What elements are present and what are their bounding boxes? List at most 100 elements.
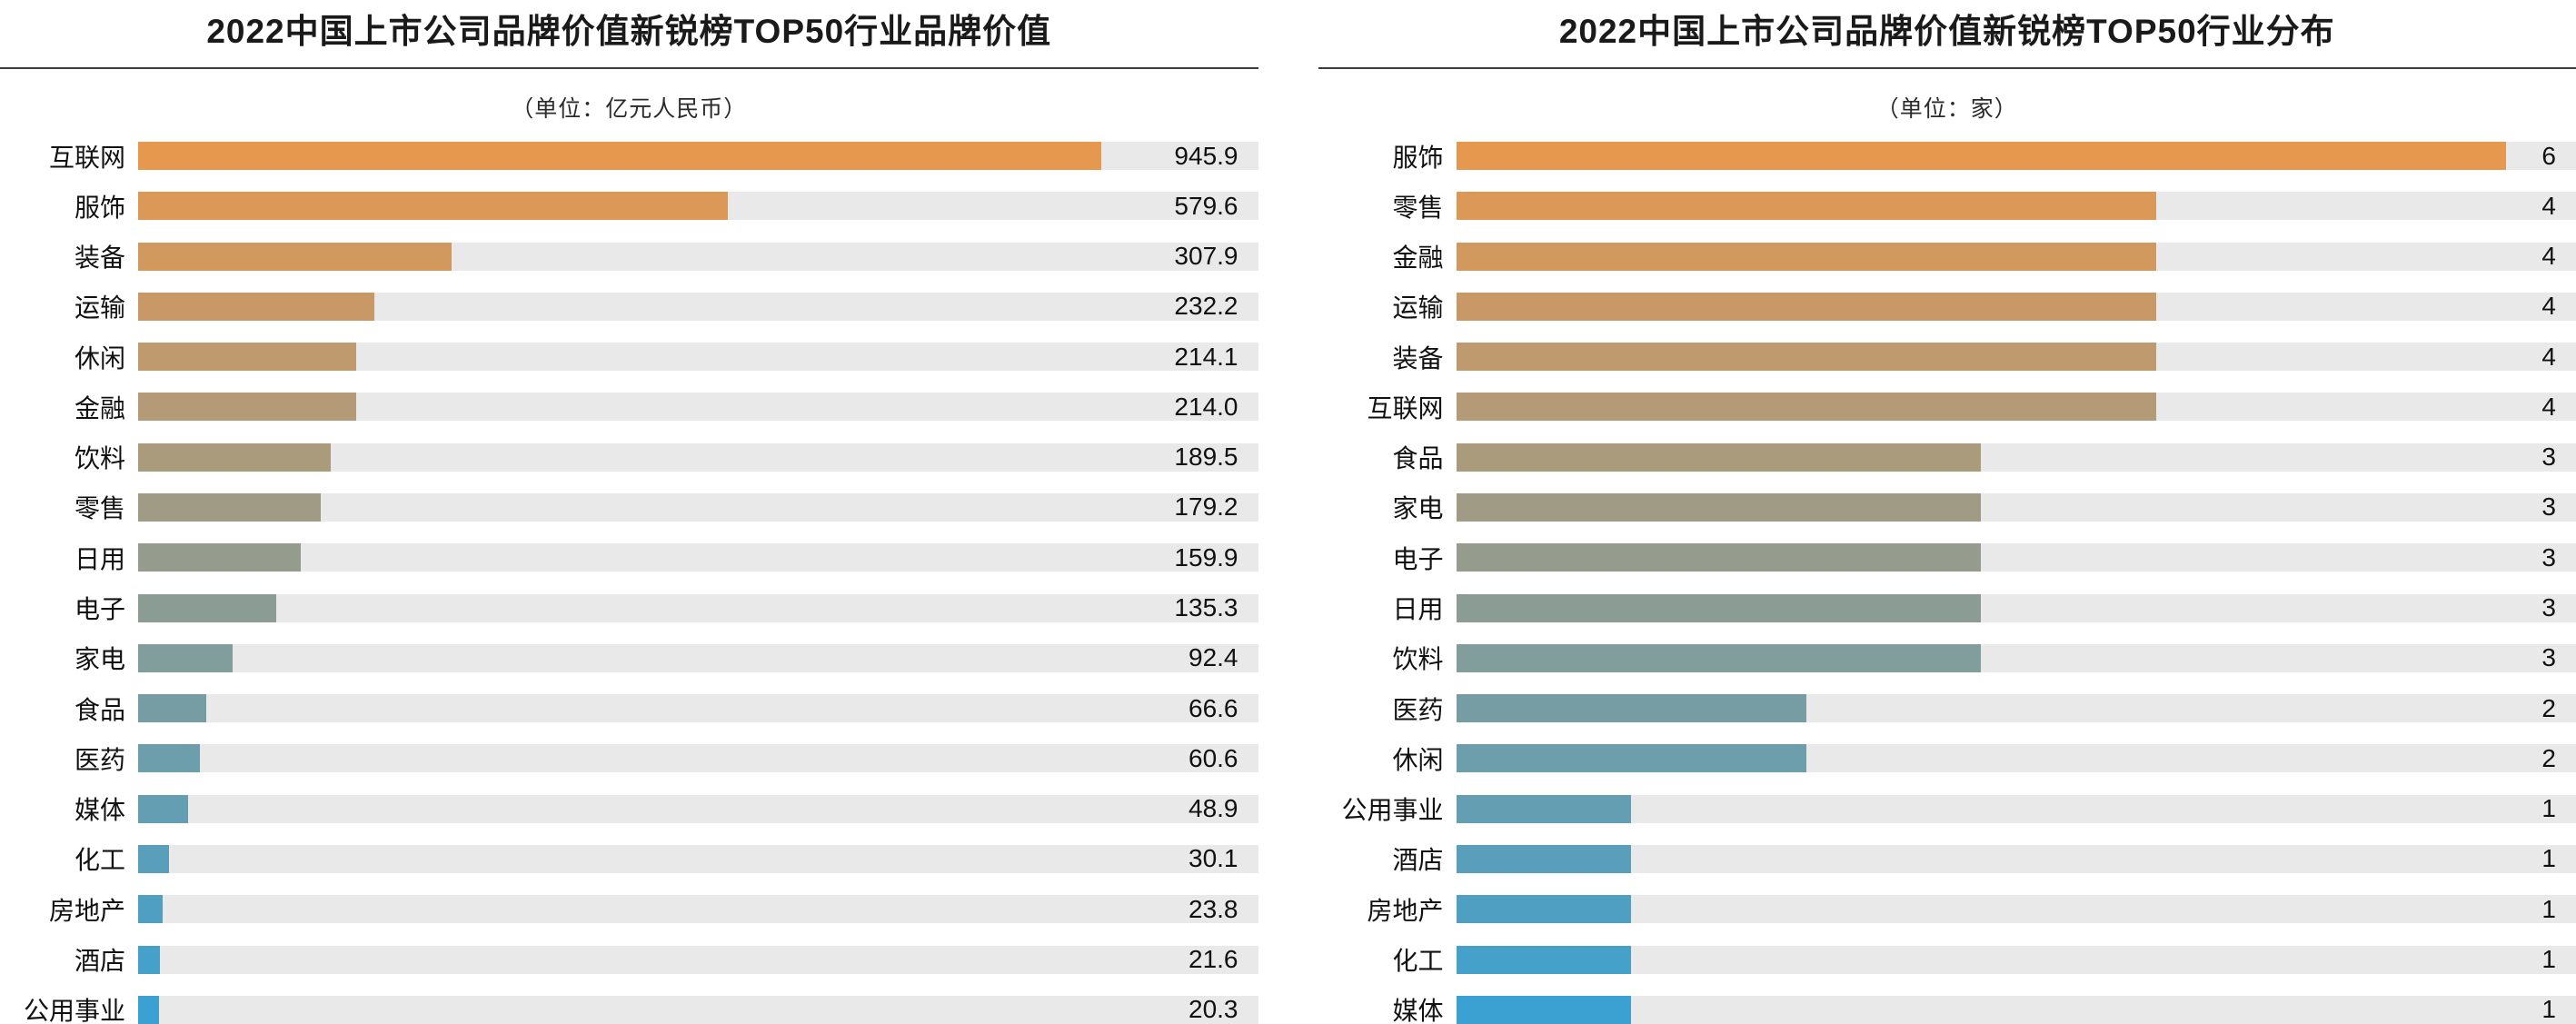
chart-row: 酒店 1 bbox=[1318, 844, 2576, 874]
chart-row: 装备 307.9 bbox=[0, 242, 1258, 272]
category-label: 休闲 bbox=[74, 343, 125, 373]
category-label: 零售 bbox=[74, 494, 125, 523]
category-label: 饮料 bbox=[1392, 645, 1444, 674]
category-label: 电子 bbox=[1392, 544, 1444, 573]
value-label: 2 bbox=[2541, 743, 2556, 772]
category-label: 金融 bbox=[1392, 244, 1444, 273]
bar bbox=[1456, 794, 1632, 823]
bar bbox=[138, 343, 356, 372]
bar bbox=[1456, 142, 2506, 170]
bar bbox=[138, 643, 233, 672]
category-label: 服饰 bbox=[1392, 143, 1444, 172]
category-label: 化工 bbox=[74, 846, 125, 875]
chart-row: 装备 4 bbox=[1318, 343, 2576, 373]
category-label: 金融 bbox=[74, 393, 125, 423]
chart-row: 金融 4 bbox=[1318, 242, 2576, 272]
value-label: 214.0 bbox=[1174, 392, 1238, 421]
chart-title: 2022中国上市公司品牌价值新锐榜TOP50行业品牌价值 bbox=[206, 13, 1052, 50]
bar-track: 4 bbox=[1456, 192, 2576, 221]
bar-track: 2 bbox=[1456, 743, 2576, 773]
chart-row: 休闲 214.1 bbox=[0, 342, 1258, 373]
bar bbox=[138, 694, 206, 723]
bar bbox=[1456, 643, 1982, 672]
category-label: 日用 bbox=[1392, 595, 1444, 624]
value-label: 48.9 bbox=[1189, 794, 1238, 823]
bar-track: 4 bbox=[1456, 292, 2576, 321]
bar-track: 179.2 bbox=[138, 492, 1258, 522]
category-label: 房地产 bbox=[1367, 896, 1444, 925]
chart-industry-distribution: 2022中国上市公司品牌价值新锐榜TOP50行业分布 （单位：家） 服饰 6 零售 4… bbox=[1318, 0, 2576, 1024]
title-divider bbox=[0, 67, 1258, 69]
bar bbox=[1456, 292, 2156, 321]
bar bbox=[1456, 393, 2156, 422]
category-label: 化工 bbox=[1392, 947, 1444, 975]
bar bbox=[138, 844, 169, 873]
bar-track: 1 bbox=[1456, 995, 2576, 1024]
category-label: 运输 bbox=[74, 293, 125, 323]
bar-track: 1 bbox=[1456, 894, 2576, 924]
bar bbox=[1456, 442, 1982, 472]
bar-track: 6 bbox=[1456, 142, 2576, 170]
bar-track: 135.3 bbox=[138, 593, 1258, 622]
chart-row: 金融 214.0 bbox=[0, 392, 1258, 423]
bar-track: 3 bbox=[1456, 542, 2576, 572]
chart-row: 运输 232.2 bbox=[0, 292, 1258, 322]
value-label: 23.8 bbox=[1189, 894, 1238, 923]
bar-track: 3 bbox=[1456, 442, 2576, 472]
chart-row: 公用事业 1 bbox=[1318, 794, 2576, 824]
value-label: 3 bbox=[2541, 442, 2556, 472]
category-label: 食品 bbox=[74, 695, 125, 724]
category-label: 装备 bbox=[74, 244, 125, 273]
bar-track: 66.6 bbox=[138, 693, 1258, 723]
bar-track: 214.0 bbox=[138, 392, 1258, 422]
chart-row: 医药 60.6 bbox=[0, 744, 1258, 774]
bar bbox=[138, 393, 356, 422]
bar bbox=[138, 995, 159, 1024]
bars-area: 服饰 6 零售 4 金融 4 运输 4 装备 4 互联网 4 食品 3 家电 3 电子 3 日用 3 饮料 3 医药 2 休闲 2… bbox=[1318, 142, 2576, 1024]
bar-track: 4 bbox=[1456, 393, 2576, 422]
bar-track: 4 bbox=[1456, 343, 2576, 372]
category-label: 公用事业 bbox=[23, 997, 125, 1024]
bar-track: 3 bbox=[1456, 492, 2576, 522]
bar-track: 232.2 bbox=[138, 292, 1258, 321]
bar bbox=[138, 543, 302, 572]
bar-track: 23.8 bbox=[138, 894, 1258, 924]
chart-row: 家电 92.4 bbox=[0, 643, 1258, 673]
chart-row: 电子 3 bbox=[1318, 542, 2576, 573]
value-label: 3 bbox=[2541, 593, 2556, 622]
value-label: 20.3 bbox=[1189, 995, 1238, 1024]
category-label: 零售 bbox=[1392, 193, 1444, 222]
value-label: 2 bbox=[2541, 693, 2556, 722]
bar bbox=[1456, 492, 1982, 522]
chart-row: 酒店 21.6 bbox=[0, 945, 1258, 975]
value-label: 3 bbox=[2541, 542, 2556, 572]
bar-track: 307.9 bbox=[138, 242, 1258, 271]
bar-track: 48.9 bbox=[138, 794, 1258, 823]
bar bbox=[138, 593, 276, 622]
value-label: 66.6 bbox=[1189, 693, 1238, 722]
bar-track: 3 bbox=[1456, 593, 2576, 622]
title-divider bbox=[1318, 67, 2576, 69]
category-label: 互联网 bbox=[1367, 393, 1444, 423]
category-label: 休闲 bbox=[1392, 745, 1444, 774]
category-label: 酒店 bbox=[74, 947, 125, 975]
bars-area: 互联网 945.9 服饰 579.6 装备 307.9 运输 232.2 休闲 214.1 金融 21… bbox=[0, 142, 1258, 1024]
category-label: 家电 bbox=[1392, 494, 1444, 523]
chart-row: 媒体 48.9 bbox=[0, 794, 1258, 824]
value-label: 214.1 bbox=[1174, 342, 1238, 371]
chart-row: 家电 3 bbox=[1318, 492, 2576, 522]
value-label: 1 bbox=[2541, 894, 2556, 923]
value-label: 307.9 bbox=[1174, 242, 1238, 271]
value-label: 92.4 bbox=[1189, 643, 1238, 672]
chart-row: 化工 1 bbox=[1318, 945, 2576, 975]
bar bbox=[138, 945, 161, 974]
bar-track: 3 bbox=[1456, 643, 2576, 672]
chart-row: 服饰 6 bbox=[1318, 142, 2576, 172]
chart-title: 2022中国上市公司品牌价值新锐榜TOP50行业分布 bbox=[1558, 13, 2335, 50]
value-label: 189.5 bbox=[1174, 442, 1238, 472]
category-label: 媒体 bbox=[74, 796, 125, 825]
category-label: 医药 bbox=[74, 745, 125, 774]
chart-row: 零售 4 bbox=[1318, 192, 2576, 222]
chart-row: 电子 135.3 bbox=[0, 593, 1258, 623]
